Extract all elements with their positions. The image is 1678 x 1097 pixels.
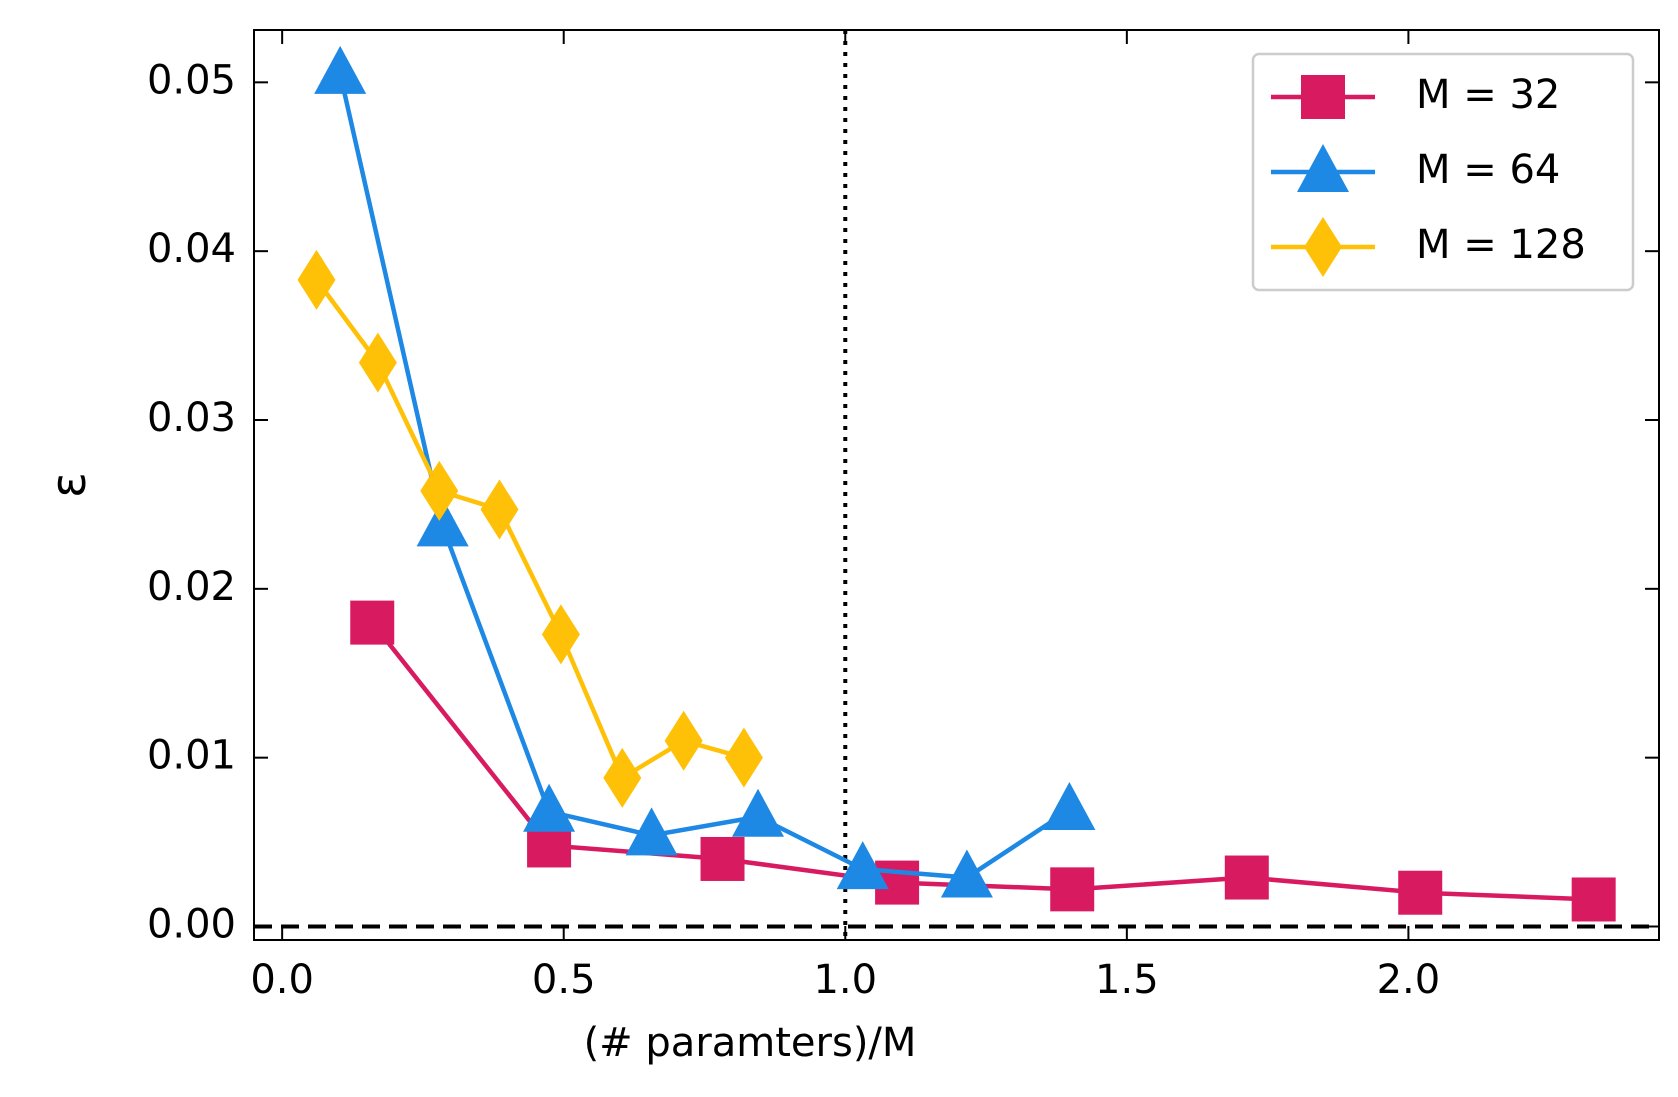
y-tick-label: 0.01: [147, 733, 236, 779]
marker: [416, 498, 469, 547]
legend-label: M = 64: [1416, 147, 1560, 193]
x-tick-label: 1.5: [1095, 957, 1159, 1003]
marker: [940, 849, 993, 898]
legend-label: M = 128: [1416, 222, 1586, 268]
legend-label: M = 32: [1416, 72, 1560, 118]
marker: [541, 604, 580, 665]
marker: [1398, 870, 1443, 915]
marker: [1304, 217, 1342, 277]
marker: [480, 479, 519, 540]
marker: [1050, 867, 1095, 912]
marker: [358, 332, 397, 393]
y-axis-label: ε: [41, 472, 97, 498]
y-tick-label: 0.02: [147, 564, 236, 610]
marker: [1301, 75, 1345, 119]
y-tick-label: 0.05: [147, 57, 236, 103]
marker: [724, 727, 763, 788]
marker: [1571, 877, 1616, 922]
marker: [523, 783, 576, 832]
x-tick-label: 0.0: [250, 957, 314, 1003]
x-tick-label: 1.0: [813, 957, 877, 1003]
marker: [350, 600, 395, 645]
marker: [603, 747, 642, 808]
marker: [314, 45, 367, 94]
marker: [1224, 855, 1269, 900]
marker: [1297, 144, 1349, 192]
marker: [700, 836, 745, 881]
x-tick-label: 2.0: [1377, 957, 1441, 1003]
marker: [1043, 782, 1096, 830]
y-tick-label: 0.00: [147, 901, 236, 947]
y-tick-label: 0.03: [147, 395, 236, 441]
x-tick-label: 0.5: [532, 957, 596, 1003]
marker: [420, 460, 459, 521]
marker: [731, 788, 784, 837]
legend-box: [1251, 52, 1635, 292]
marker: [625, 807, 678, 856]
y-tick-label: 0.04: [147, 226, 236, 272]
marker: [836, 841, 889, 890]
marker: [664, 710, 703, 771]
series-line: [337, 73, 1071, 880]
marker: [297, 249, 336, 310]
x-axis-label: (# paramters)/M: [584, 1020, 917, 1066]
plot-frame: [253, 29, 1660, 941]
